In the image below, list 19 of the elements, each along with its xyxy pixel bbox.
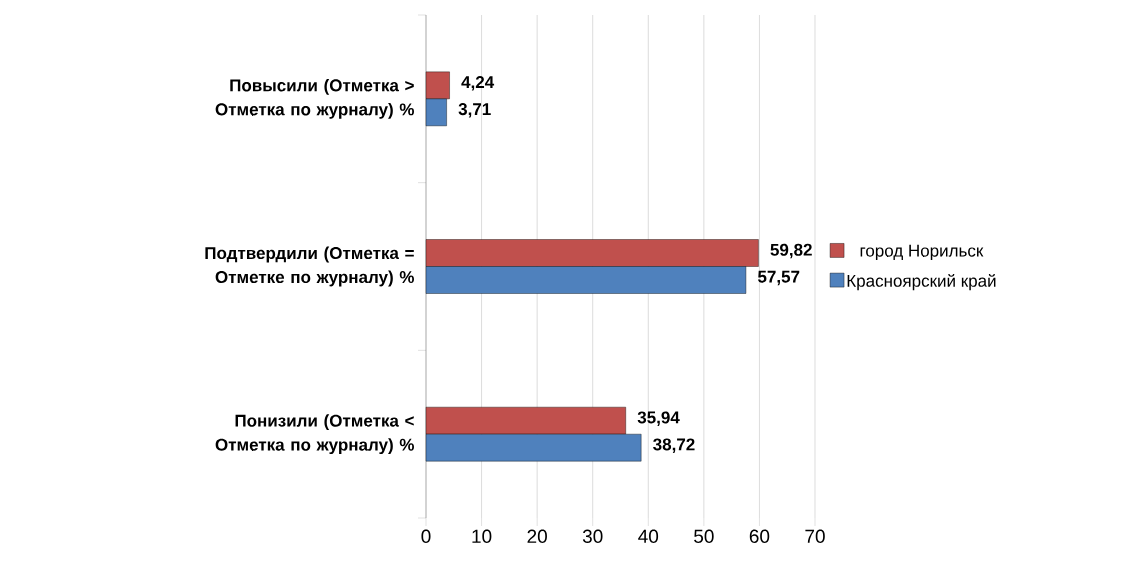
data-label: 35,94 [637, 411, 680, 426]
x-tick-label: 30 [582, 529, 603, 543]
x-tick-label: 60 [749, 529, 770, 543]
data-label: 38,72 [653, 438, 695, 453]
data-label: 57,57 [757, 270, 800, 286]
legend-label: город Норильск [860, 244, 984, 261]
x-tick-label: 20 [527, 529, 547, 543]
data-label: 4,24 [461, 76, 495, 91]
y-tick-label: Повысили (Отметка > Отметка по журналу) % [215, 78, 414, 119]
legend-label: Красноярский край [847, 274, 996, 291]
x-tick-label: 0 [421, 529, 431, 543]
y-tick-label: Понизили (Отметка < Отметка по журналу) % [215, 414, 414, 455]
x-tick-label: 70 [805, 529, 825, 543]
x-tick-label: 10 [472, 529, 492, 543]
x-tick-label: 40 [638, 529, 659, 543]
data-label: 59,82 [770, 243, 812, 259]
x-tick-label: 50 [694, 529, 714, 543]
data-label: 3,71 [458, 103, 491, 118]
y-tick-label: Подтвердили (Отметка = Отметке по журналу) % [205, 246, 414, 287]
